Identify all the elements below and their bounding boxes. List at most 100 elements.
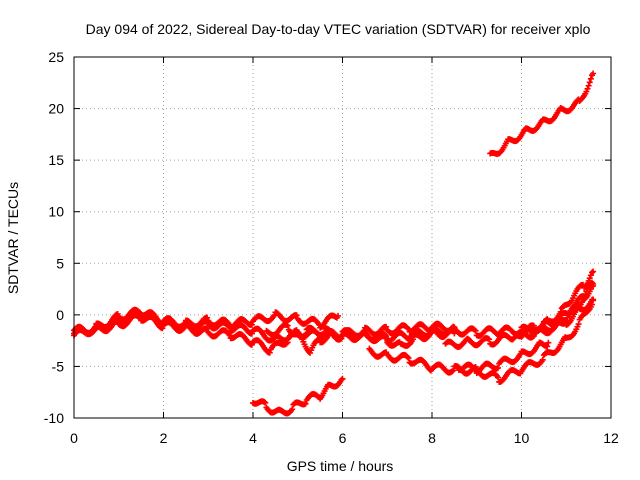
- data-point: [383, 323, 390, 330]
- data-point: [529, 333, 536, 340]
- data-point: [545, 339, 552, 346]
- series-track-10: [518, 268, 597, 340]
- data-point: [284, 339, 291, 346]
- y-tick-label: 15: [48, 152, 64, 168]
- axes: 0 2 4 6 8 10 12 -10 -5 0 5 10 15 20 25: [44, 49, 619, 446]
- data-point: [450, 326, 457, 333]
- data-point: [553, 321, 560, 328]
- data-point: [293, 312, 300, 319]
- data-point: [585, 82, 592, 89]
- series-track-8: [455, 339, 552, 377]
- data-point: [562, 320, 569, 327]
- data-point: [248, 341, 255, 348]
- data-point: [261, 398, 268, 405]
- gridlines: [74, 57, 611, 418]
- data-point: [404, 324, 411, 331]
- data-point: [383, 334, 390, 341]
- data-point: [114, 317, 121, 324]
- data-point: [588, 269, 595, 276]
- series-track-3: [71, 306, 342, 339]
- series-track-6: [366, 296, 597, 385]
- data-point: [557, 308, 564, 315]
- x-tick-label: 4: [249, 430, 257, 446]
- data-point: [180, 321, 187, 328]
- x-tick-label: 2: [160, 430, 168, 446]
- x-tick-label: 0: [70, 430, 78, 446]
- data-point: [471, 326, 478, 333]
- data-point: [289, 406, 296, 413]
- data-point: [320, 330, 327, 337]
- data-point: [302, 400, 309, 407]
- data-point: [326, 332, 333, 339]
- data-point: [486, 336, 493, 343]
- y-tick-label: 10: [48, 204, 64, 220]
- data-point: [590, 268, 597, 275]
- data-point: [588, 301, 595, 308]
- series-track-12: [487, 70, 597, 157]
- data-point: [382, 333, 389, 340]
- data-point: [338, 376, 345, 383]
- data-point: [248, 330, 255, 337]
- data-point: [584, 85, 591, 92]
- data-point: [427, 330, 434, 337]
- y-axis-label: SDTVAR / TECUs: [5, 182, 21, 294]
- data-point: [338, 335, 345, 342]
- data-point: [226, 332, 233, 339]
- data-point: [302, 331, 309, 338]
- y-tick-label: 5: [56, 255, 64, 271]
- data-point: [266, 349, 273, 356]
- x-tick-label: 8: [428, 430, 436, 446]
- data-point: [284, 322, 291, 329]
- data-point: [204, 314, 211, 321]
- y-tick-label: -5: [52, 358, 65, 374]
- data-points: [71, 70, 597, 417]
- x-tick-label: 12: [603, 430, 619, 446]
- data-point: [204, 325, 211, 332]
- data-point: [586, 79, 593, 86]
- data-point: [495, 374, 502, 381]
- data-point: [590, 70, 597, 77]
- data-point: [587, 272, 594, 279]
- data-point: [114, 310, 121, 317]
- data-point: [335, 312, 342, 319]
- chart-title: Day 094 of 2022, Sidereal Day-to-day VTE…: [86, 21, 591, 37]
- data-point: [409, 336, 416, 343]
- data-point: [450, 367, 457, 374]
- series-track-5: [339, 326, 458, 349]
- x-axis-label: GPS time / hours: [287, 458, 394, 474]
- data-point: [248, 321, 255, 328]
- data-point: [262, 399, 269, 406]
- x-tick-label: 6: [339, 430, 347, 446]
- data-point: [319, 331, 326, 338]
- data-point: [530, 333, 537, 340]
- data-point: [316, 336, 323, 343]
- data-point: [586, 275, 593, 282]
- data-point: [590, 282, 597, 289]
- data-point: [548, 327, 555, 334]
- data-point: [544, 343, 551, 350]
- data-point: [472, 327, 479, 334]
- y-tick-label: -10: [44, 410, 64, 426]
- y-tick-label: 20: [48, 101, 64, 117]
- data-point: [405, 355, 412, 362]
- data-point: [159, 321, 166, 328]
- series-track-4: [263, 321, 333, 356]
- data-point: [530, 322, 537, 329]
- data-point: [449, 368, 456, 375]
- data-point: [451, 330, 458, 337]
- data-point: [587, 75, 594, 82]
- data-point: [590, 296, 597, 303]
- data-point: [566, 300, 573, 307]
- y-tick-label: 0: [56, 307, 64, 323]
- data-point: [539, 356, 546, 363]
- data-point: [135, 308, 142, 315]
- y-tick-label: 25: [48, 49, 64, 65]
- data-point: [339, 375, 346, 382]
- data-point: [92, 324, 99, 331]
- x-tick-label: 10: [514, 430, 530, 446]
- data-point: [495, 364, 502, 371]
- data-point: [575, 321, 582, 328]
- series-track-11: [250, 375, 346, 417]
